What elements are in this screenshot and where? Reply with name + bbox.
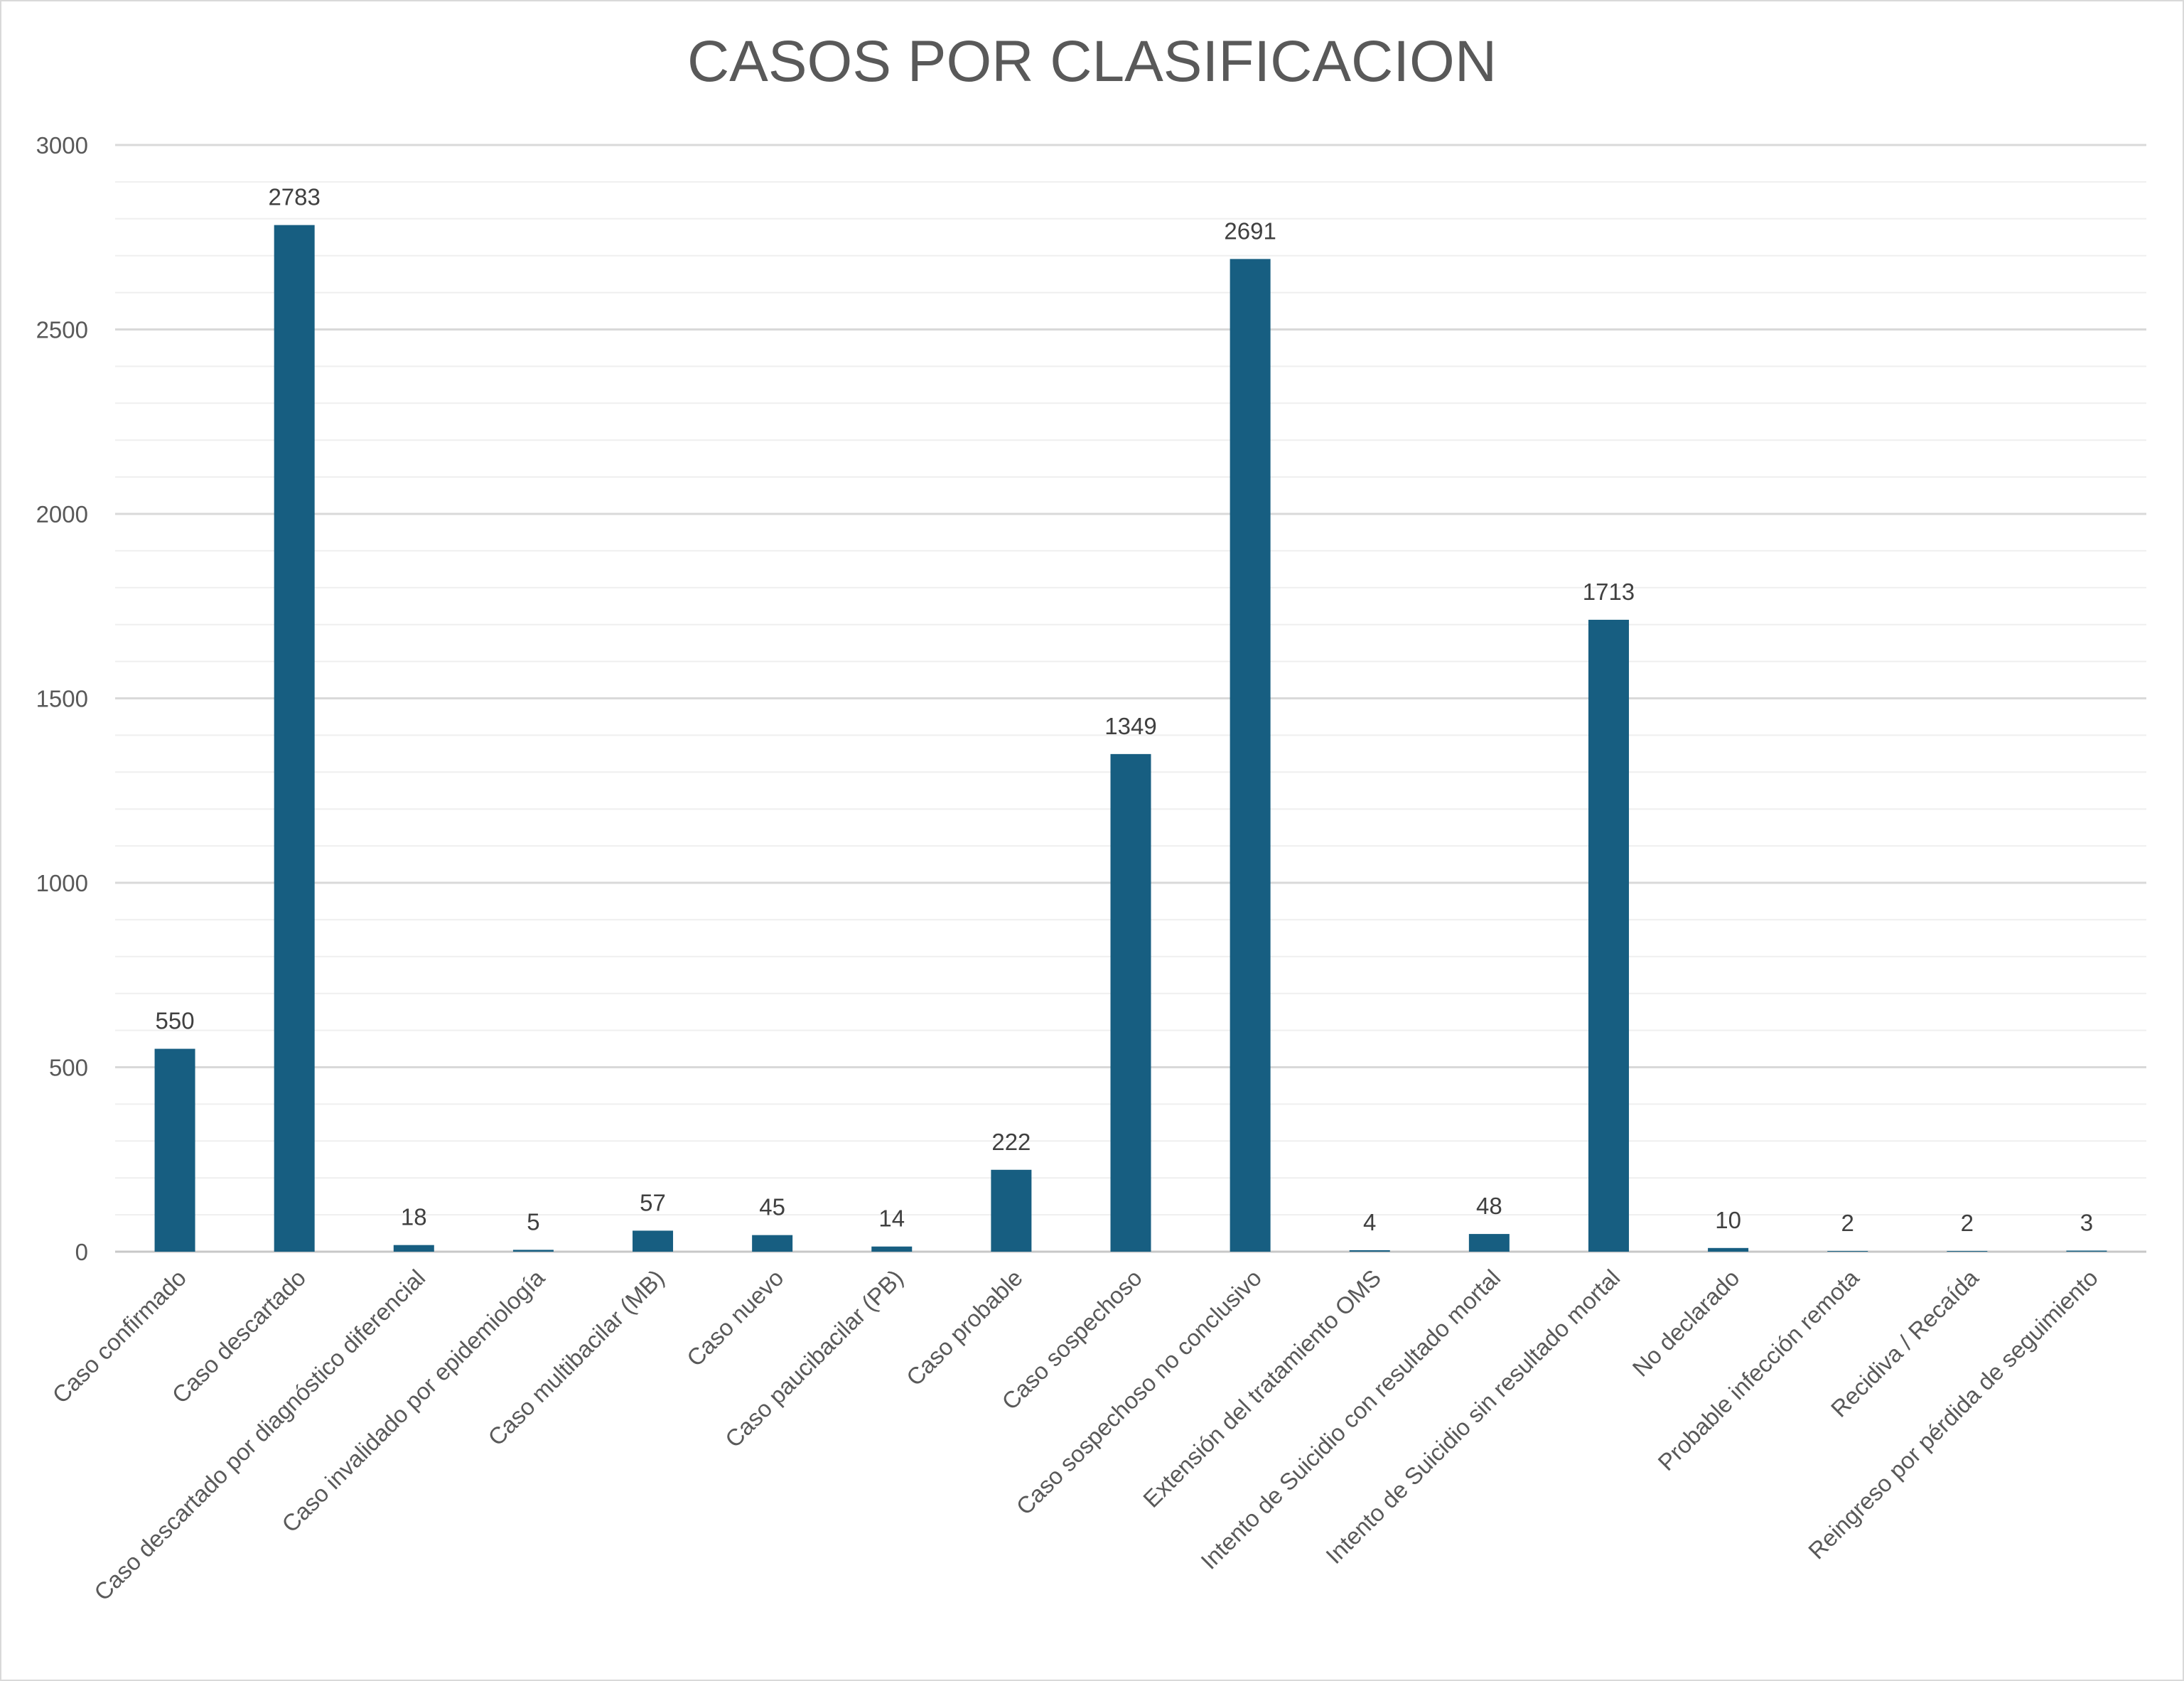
data-label: 18: [401, 1204, 427, 1230]
x-tick-label: Probable infección remota: [1652, 1264, 1864, 1476]
data-label: 5: [527, 1208, 539, 1235]
x-tick-label: Caso nuevo: [682, 1264, 789, 1372]
bar: [633, 1230, 674, 1252]
bar: [871, 1246, 913, 1252]
data-label: 2: [1841, 1210, 1854, 1236]
y-tick-label: 3000: [36, 132, 88, 159]
bar: [1349, 1250, 1390, 1252]
x-tick-label: Extensión del tratamiento OMS: [1138, 1264, 1386, 1513]
bar: [752, 1235, 793, 1252]
bar: [154, 1048, 195, 1252]
data-label: 3: [2080, 1209, 2093, 1235]
bar: [1947, 1250, 1988, 1252]
data-labels: 550 2783 18 5 57 45 14 222 1349 2691 4 48 1713 10 2 2 3: [156, 184, 2094, 1236]
y-tick-label: 0: [75, 1239, 88, 1265]
bar: [991, 1169, 1032, 1252]
x-tick-label: Caso sospechoso no conclusivo: [1011, 1264, 1267, 1520]
bars: [154, 225, 2107, 1252]
data-label: 2691: [1224, 217, 1276, 244]
bar: [512, 1250, 554, 1252]
x-tick-label: Caso probable: [901, 1264, 1028, 1391]
bar: [1468, 1234, 1510, 1252]
y-tick-label: 1500: [36, 686, 88, 712]
bar: [393, 1245, 434, 1252]
x-tick-label: No declarado: [1628, 1264, 1745, 1382]
bar: [1230, 259, 1271, 1252]
data-label: 1713: [1583, 579, 1635, 605]
data-label: 222: [991, 1129, 1031, 1155]
bar: [274, 225, 315, 1252]
y-tick-label: 2000: [36, 501, 88, 527]
data-label: 57: [640, 1189, 666, 1215]
data-label: 550: [156, 1008, 195, 1034]
chart-title: CASOS POR CLASIFICACION: [687, 29, 1497, 94]
bar: [1827, 1250, 1868, 1252]
bar: [1588, 619, 1629, 1252]
y-tick-label: 2500: [36, 317, 88, 343]
data-label: 1349: [1104, 713, 1156, 739]
y-tick-label: 500: [49, 1055, 88, 1081]
bar: [2066, 1250, 2107, 1252]
data-label: 4: [1363, 1209, 1376, 1235]
data-label: 2: [1961, 1210, 1974, 1236]
data-label: 14: [878, 1205, 905, 1232]
y-tick-label: 1000: [36, 870, 88, 896]
bar: [1708, 1247, 1749, 1252]
bar: [1110, 753, 1151, 1252]
x-tick-label: Caso invalidado por epidemiología: [276, 1264, 550, 1537]
data-label: 2783: [268, 184, 320, 210]
data-label: 10: [1715, 1207, 1741, 1233]
y-axis: 0 500 1000 1500 2000 2500 3000: [36, 132, 88, 1265]
data-label: 48: [1476, 1193, 1502, 1219]
data-label: 45: [759, 1194, 785, 1220]
